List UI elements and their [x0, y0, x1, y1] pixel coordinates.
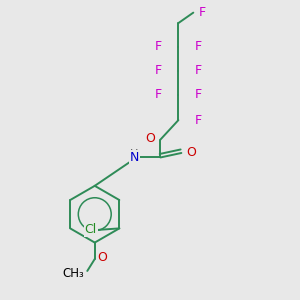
Text: F: F: [195, 40, 202, 53]
Text: O: O: [145, 133, 155, 146]
Text: O: O: [187, 146, 196, 160]
Text: CH₃: CH₃: [63, 267, 84, 280]
Text: F: F: [155, 88, 162, 101]
Text: F: F: [199, 6, 206, 19]
Text: F: F: [195, 88, 202, 101]
Text: Cl: Cl: [85, 224, 97, 236]
Text: F: F: [195, 64, 202, 77]
Text: F: F: [195, 114, 202, 127]
Text: N: N: [130, 151, 139, 164]
Text: O: O: [98, 251, 108, 264]
Text: H: H: [129, 149, 138, 159]
Text: F: F: [155, 40, 162, 53]
Text: F: F: [155, 64, 162, 77]
